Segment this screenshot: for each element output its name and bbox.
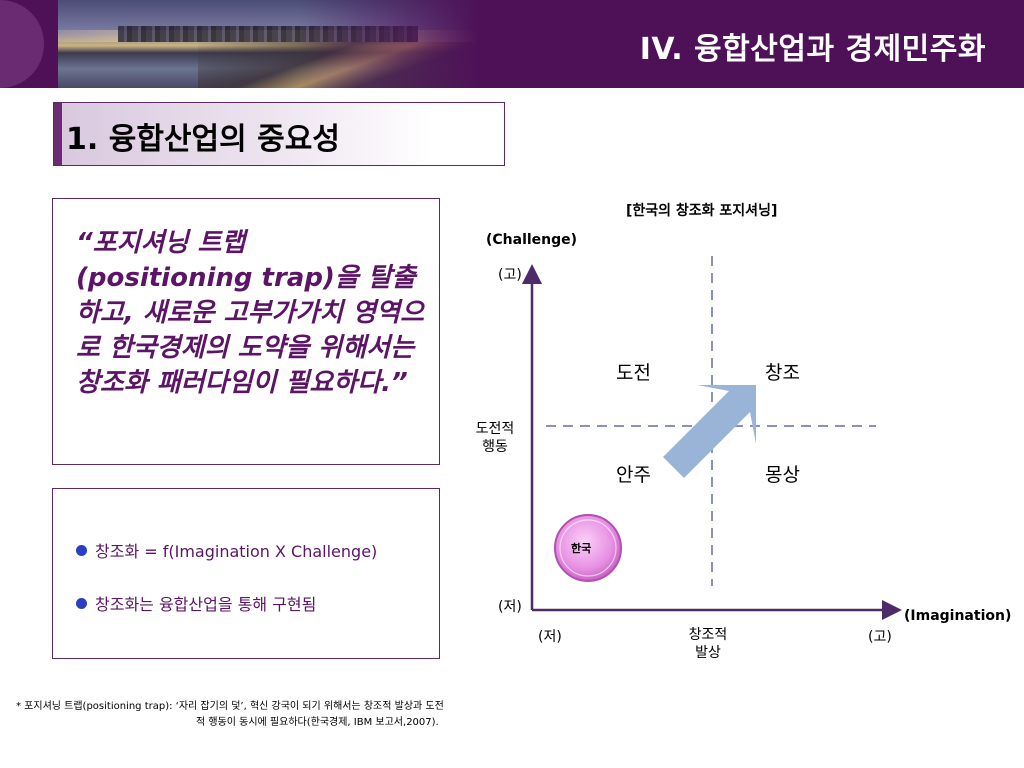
x-axis-name: (Imagination): [904, 608, 1012, 624]
bullet-text: 창조화 = f(Imagination X Challenge): [95, 542, 378, 561]
bullet-item: 창조화 = f(Imagination X Challenge): [76, 538, 377, 562]
x-low-label: (저): [538, 629, 562, 645]
x-axis-label: 창조적 발상: [688, 627, 728, 661]
footnote-line-2: 적 행동이 동시에 필요하다(한국경제, IBM 보고서,2007).: [196, 717, 439, 728]
header-decoration: [0, 0, 44, 88]
y-low-label: (저): [498, 599, 522, 615]
quadrant-bottom-left: 안주: [616, 464, 651, 486]
bullet-dot-icon: [76, 598, 87, 609]
diagram-graphics: [522, 256, 902, 620]
section-title: 1. 융합산업의 중요성: [66, 122, 340, 157]
quadrant-top-left: 도전: [616, 362, 651, 384]
korea-marker-label: 한국: [571, 542, 592, 555]
korea-marker: [554, 514, 622, 582]
quote-box: [52, 198, 440, 465]
x-high-label: (고): [868, 629, 892, 645]
bullet-box: [52, 488, 440, 659]
slide-title: IV. 융합산업과 경제민주화: [639, 32, 986, 67]
y-axis-name: (Challenge): [486, 232, 578, 248]
positioning-diagram: [한국의 창조화 포지셔닝] (Challenge) (Imagination)…: [460, 190, 1020, 680]
section-title-box: [53, 102, 505, 166]
header-city-photo: [58, 0, 478, 88]
growth-arrow: [663, 385, 756, 478]
y-high-label: (고): [498, 267, 522, 283]
y-axis-label: 도전적 행동: [475, 421, 515, 455]
quadrant-top-right: 창조: [765, 362, 800, 384]
bullet-item: 창조화는 융합산업을 통해 구현됨: [76, 591, 316, 615]
diagram-title: [한국의 창조화 포지셔닝]: [626, 203, 778, 219]
bullet-text: 창조화는 융합산업을 통해 구현됨: [95, 595, 317, 614]
footnote: * 포지셔닝 트랩(positioning trap): ‘자리 잡기의 덫’,…: [16, 699, 536, 731]
header-band: IV. 융합산업과 경제민주화: [0, 0, 1024, 88]
quadrant-bottom-right: 몽상: [765, 464, 800, 486]
quote-text: “포지셔닝 트랩 (positioning trap)을 탈출하고, 새로운 고…: [76, 228, 424, 398]
footnote-line-1: * 포지셔닝 트랩(positioning trap): ‘자리 잡기의 덫’,…: [16, 701, 444, 712]
bullet-dot-icon: [76, 545, 87, 556]
